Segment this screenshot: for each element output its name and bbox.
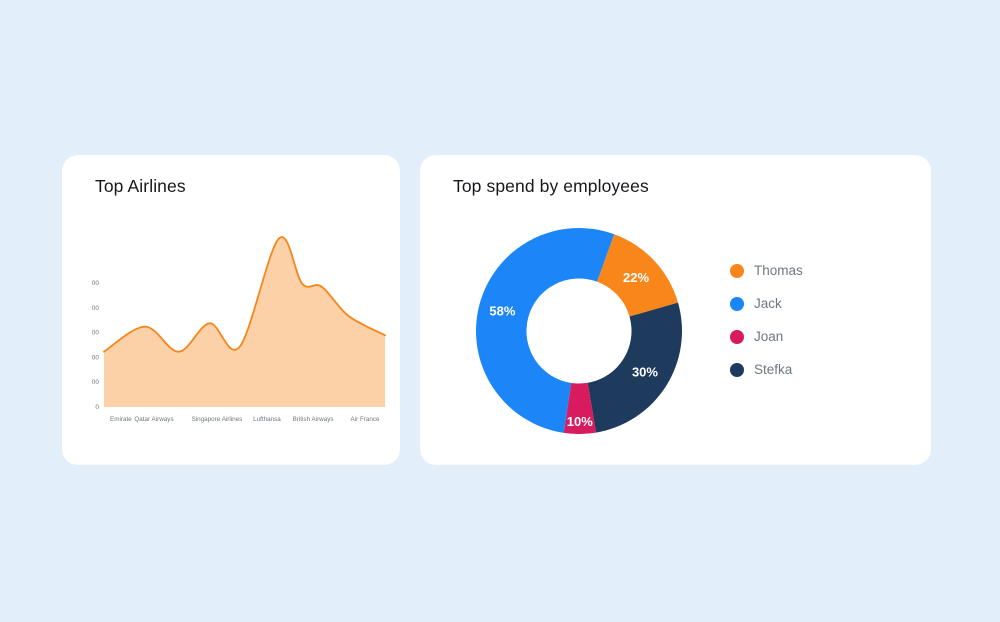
x-axis-category-label: Singapore Airlines bbox=[192, 416, 243, 423]
legend-item-stefka: Stefka bbox=[730, 353, 803, 386]
x-axis-category-label: Qatar Airways bbox=[134, 416, 173, 423]
y-axis-tick-label: 400 bbox=[92, 354, 99, 361]
donut-legend: Thomas Jack Joan Stefka bbox=[730, 254, 803, 386]
donut-percentage-label: 30% bbox=[632, 365, 658, 380]
legend-color-dot bbox=[730, 263, 744, 278]
area-fill bbox=[104, 237, 385, 407]
spend-card: Top spend by employees 22% 30% 10% 58% Thom… bbox=[420, 155, 931, 465]
legend-color-dot bbox=[730, 362, 744, 377]
donut-slice-stefka bbox=[587, 302, 682, 433]
y-axis-tick-label: 0 bbox=[95, 404, 99, 411]
x-axis-category-label: Air France bbox=[351, 416, 381, 423]
legend-item-joan: Joan bbox=[730, 320, 803, 353]
y-axis-tick-label: 1000 bbox=[92, 280, 99, 287]
airlines-card: Top Airlines 1000 800 600 400 200 0 EmirateQat… bbox=[62, 155, 400, 465]
donut-slice-joan bbox=[563, 382, 596, 434]
y-axis-tick-label: 600 bbox=[92, 330, 99, 337]
legend-item-thomas: Thomas bbox=[730, 254, 803, 287]
legend-item-jack: Jack bbox=[730, 287, 803, 320]
x-axis-category-label: Emirate bbox=[110, 416, 132, 423]
legend-color-dot bbox=[730, 296, 744, 311]
y-axis-tick-label: 200 bbox=[92, 379, 99, 386]
airlines-card-title: Top Airlines bbox=[95, 176, 186, 196]
legend-label: Jack bbox=[754, 296, 782, 311]
donut-percentage-label: 10% bbox=[567, 414, 593, 429]
legend-label: Joan bbox=[754, 329, 784, 344]
donut-percentage-label: 22% bbox=[623, 270, 649, 285]
legend-label: Thomas bbox=[754, 263, 803, 278]
donut-slice-jack bbox=[476, 228, 615, 433]
spend-card-title: Top spend by employees bbox=[453, 176, 649, 196]
legend-label: Stefka bbox=[754, 362, 793, 377]
area-line bbox=[103, 236, 386, 353]
donut-percentage-label: 58% bbox=[489, 304, 515, 319]
y-axis-tick-label: 800 bbox=[92, 305, 99, 312]
spend-donut-chart: 22% 30% 10% 58% bbox=[476, 228, 682, 434]
x-axis-category-label: British Airways bbox=[293, 416, 334, 423]
donut-slice-thomas bbox=[596, 234, 679, 317]
legend-color-dot bbox=[730, 329, 744, 344]
x-axis-category-label: Lufthansa bbox=[253, 416, 281, 423]
